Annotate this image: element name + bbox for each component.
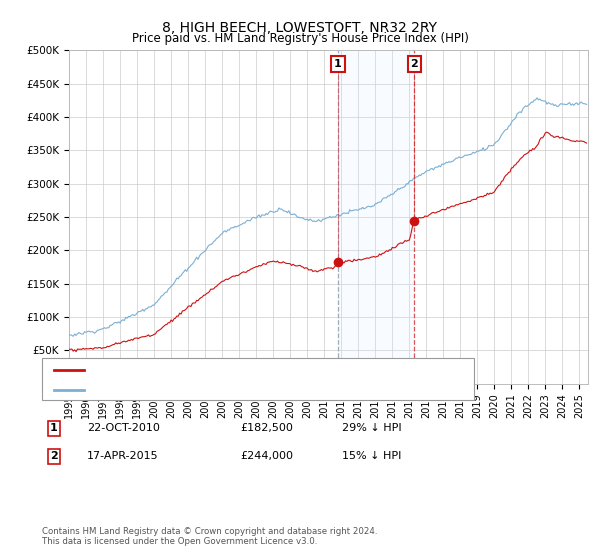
Bar — [338, 50, 414, 384]
Text: £244,000: £244,000 — [240, 451, 293, 461]
Text: 8, HIGH BEECH, LOWESTOFT, NR32 2RY: 8, HIGH BEECH, LOWESTOFT, NR32 2RY — [163, 21, 437, 35]
Text: £182,500: £182,500 — [240, 423, 293, 433]
Text: 29% ↓ HPI: 29% ↓ HPI — [342, 423, 401, 433]
Text: 2: 2 — [410, 59, 418, 69]
Text: HPI: Average price, detached house, East Suffolk: HPI: Average price, detached house, East… — [90, 385, 357, 395]
Text: 17-APR-2015: 17-APR-2015 — [87, 451, 158, 461]
Text: 1: 1 — [50, 423, 58, 433]
Text: 2: 2 — [50, 451, 58, 461]
Text: 15% ↓ HPI: 15% ↓ HPI — [342, 451, 401, 461]
Text: 1: 1 — [334, 59, 342, 69]
Text: Contains HM Land Registry data © Crown copyright and database right 2024.
This d: Contains HM Land Registry data © Crown c… — [42, 526, 377, 546]
Text: 8, HIGH BEECH, LOWESTOFT, NR32 2RY (detached house): 8, HIGH BEECH, LOWESTOFT, NR32 2RY (deta… — [90, 365, 406, 375]
Text: Price paid vs. HM Land Registry's House Price Index (HPI): Price paid vs. HM Land Registry's House … — [131, 32, 469, 45]
Text: 22-OCT-2010: 22-OCT-2010 — [87, 423, 160, 433]
